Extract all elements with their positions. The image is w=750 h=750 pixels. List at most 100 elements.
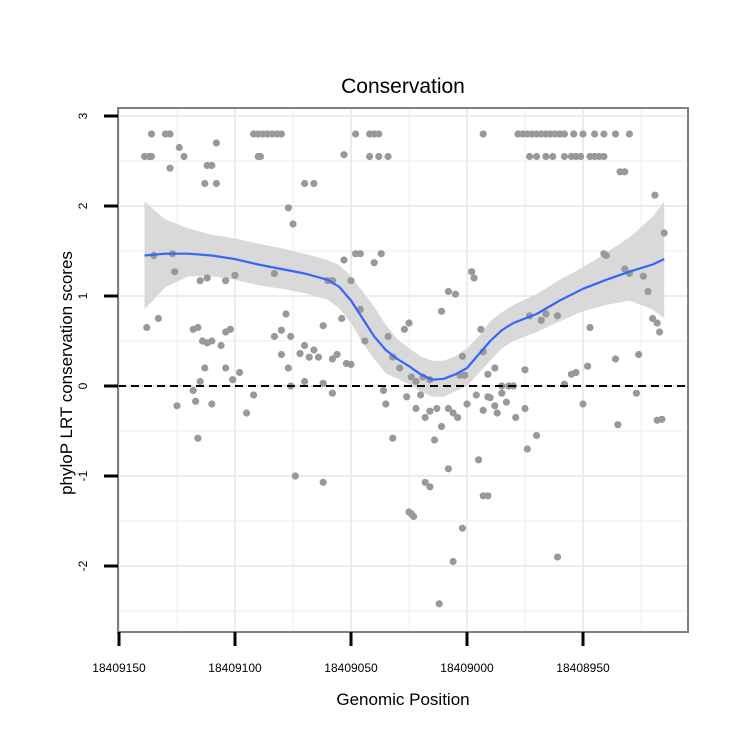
data-point: [463, 400, 471, 408]
data-point: [208, 161, 216, 170]
data-point: [614, 421, 622, 429]
data-point: [570, 130, 578, 138]
data-point: [222, 277, 230, 285]
data-point: [196, 377, 204, 386]
data-point: [319, 478, 327, 486]
data-point: [486, 394, 494, 402]
data-point: [484, 492, 492, 500]
data-point: [412, 404, 420, 413]
data-point: [479, 406, 487, 414]
y-tick-label: 3: [76, 112, 90, 119]
data-point: [421, 413, 429, 422]
data-point: [370, 259, 378, 267]
data-point: [444, 465, 452, 473]
data-point: [192, 397, 200, 405]
data-point: [194, 323, 202, 332]
data-point: [166, 130, 174, 138]
data-point: [296, 350, 304, 358]
data-point: [347, 277, 355, 285]
data-point: [444, 404, 452, 413]
data-point: [560, 152, 569, 161]
data-point: [143, 323, 151, 332]
data-point: [400, 325, 408, 333]
data-point: [277, 350, 285, 359]
data-point: [426, 483, 434, 491]
data-point: [328, 389, 336, 397]
data-point: [361, 337, 369, 345]
data-point: [477, 325, 485, 333]
x-axis: 18409150 18409100 18409050 18409000 18408950: [92, 632, 610, 675]
data-point: [421, 478, 429, 486]
data-point: [319, 379, 327, 387]
data-point: [208, 400, 216, 408]
data-point: [405, 319, 413, 327]
data-point: [407, 373, 415, 381]
data-point: [301, 341, 309, 350]
data-point: [375, 152, 383, 161]
x-tick-label: 18409050: [324, 661, 378, 675]
data-point: [444, 287, 452, 296]
data-point: [319, 322, 327, 330]
data-point: [521, 366, 529, 374]
data-point: [147, 130, 156, 138]
data-point: [621, 265, 629, 273]
data-point: [366, 152, 374, 161]
data-point: [384, 152, 392, 161]
x-tick-label: 18409100: [208, 661, 262, 675]
data-point: [584, 362, 592, 370]
data-point: [656, 328, 664, 336]
data-point: [382, 400, 390, 408]
data-point: [553, 312, 562, 320]
data-point: [340, 151, 348, 159]
data-point: [653, 416, 661, 424]
data-point: [256, 152, 265, 161]
y-axis: -2 -1 0 1 2 3: [76, 112, 118, 571]
data-point: [426, 407, 434, 415]
data-point: [560, 130, 569, 138]
data-point: [173, 402, 181, 410]
data-point: [196, 277, 204, 285]
data-point: [175, 143, 183, 152]
data-point: [653, 319, 661, 327]
data-point: [171, 268, 179, 276]
data-point: [338, 314, 346, 323]
data-point: [449, 409, 457, 417]
data-point: [284, 364, 292, 372]
data-point: [340, 256, 348, 264]
data-point: [217, 341, 225, 350]
data-point: [498, 389, 506, 397]
data-point: [491, 402, 499, 410]
data-point: [356, 250, 364, 258]
data-point: [194, 434, 202, 442]
data-point: [310, 346, 318, 354]
data-point: [375, 130, 383, 138]
y-axis-label: phyloP LRT conservation scores: [57, 251, 76, 495]
data-point: [284, 204, 292, 212]
data-point: [526, 152, 534, 161]
data-point: [154, 314, 162, 323]
data-point: [591, 130, 599, 138]
data-point: [577, 152, 585, 161]
data-point: [430, 436, 439, 444]
data-point: [437, 422, 446, 431]
data-point: [243, 409, 251, 417]
data-point: [231, 271, 239, 279]
data-point: [403, 393, 411, 401]
x-tick-label: 18408950: [556, 661, 610, 675]
data-point: [644, 287, 652, 296]
data-point: [454, 413, 462, 422]
data-point: [451, 290, 459, 298]
data-point: [586, 323, 594, 332]
data-point: [625, 130, 634, 138]
data-point: [282, 310, 290, 318]
data-point: [212, 139, 220, 147]
data-point: [166, 164, 174, 172]
data-point: [301, 179, 309, 188]
data-point: [458, 352, 466, 360]
data-point: [226, 325, 234, 333]
data-point: [472, 391, 480, 399]
data-point: [189, 386, 197, 395]
data-point: [379, 386, 388, 395]
data-point: [651, 191, 659, 199]
